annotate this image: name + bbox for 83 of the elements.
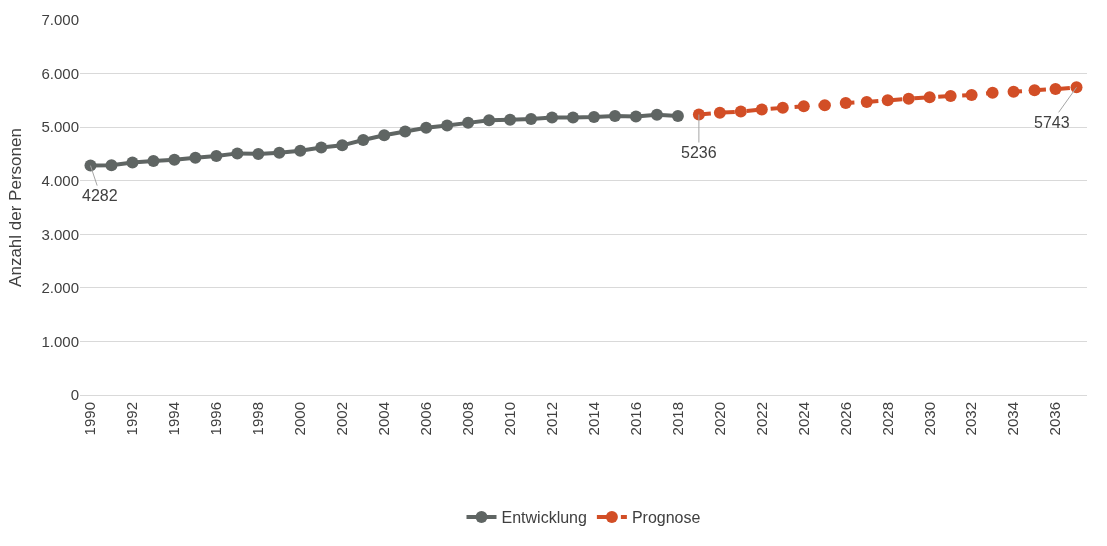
point <box>797 100 810 113</box>
point <box>629 110 642 123</box>
point <box>315 141 328 154</box>
x-tick-label: 1992 <box>123 402 141 436</box>
point <box>336 139 349 152</box>
x-tick-label: 1994 <box>165 402 183 436</box>
y-tick-label: 2.000 <box>41 279 79 297</box>
x-tick-label: 2026 <box>836 402 854 436</box>
annotation: 5743 <box>1034 114 1070 131</box>
point <box>860 95 873 108</box>
y-tick-label: 4.000 <box>41 171 79 189</box>
x-tick-label: 2008 <box>458 402 476 436</box>
point <box>126 156 139 169</box>
point <box>147 154 160 167</box>
point <box>441 119 454 132</box>
point <box>210 150 223 163</box>
point <box>776 101 789 114</box>
point <box>252 147 265 160</box>
y-tick-label: 0 <box>70 386 79 404</box>
x-tick-label: 1990 <box>81 402 99 436</box>
point <box>273 146 286 159</box>
point <box>1028 84 1041 97</box>
x-tick-label: 2020 <box>710 402 728 436</box>
point <box>546 111 559 124</box>
x-tick-label: 2028 <box>878 402 896 436</box>
point <box>671 109 684 122</box>
x-tick-label: 2014 <box>584 402 602 436</box>
point <box>1049 83 1062 96</box>
point <box>650 108 663 121</box>
point <box>818 99 831 112</box>
x-tick-label: 2022 <box>752 402 770 436</box>
x-tick-label: 2032 <box>962 402 980 436</box>
y-axis-title: Anzahl der Personen <box>6 128 25 287</box>
point <box>944 90 957 103</box>
point <box>189 151 202 164</box>
point <box>357 134 370 146</box>
point <box>231 147 244 160</box>
x-tick-label: 2002 <box>333 402 351 436</box>
x-tick-label: 2010 <box>500 402 518 436</box>
x-tick-label: 2018 <box>668 402 686 436</box>
y-tick-label: 1.000 <box>41 332 79 350</box>
y-tick-label: 7.000 <box>41 11 79 29</box>
point <box>420 121 433 134</box>
point <box>168 153 181 166</box>
point <box>504 113 517 126</box>
x-tick-label: 2034 <box>1004 402 1022 436</box>
point <box>483 114 496 127</box>
point <box>965 89 978 101</box>
point <box>608 109 621 122</box>
point <box>462 116 475 129</box>
point <box>588 110 600 123</box>
x-tick-label: 2016 <box>626 402 644 436</box>
x-tick-label: 2024 <box>794 402 812 436</box>
point <box>881 94 894 107</box>
annotation: 5236 <box>681 144 717 161</box>
x-tick-label: 2012 <box>542 402 560 436</box>
y-tick-label: 5.000 <box>41 118 79 136</box>
point <box>839 97 852 110</box>
point <box>755 103 768 116</box>
y-tick-label: 6.000 <box>41 64 79 82</box>
x-tick-label: 1996 <box>207 402 225 436</box>
point <box>1007 85 1020 98</box>
point <box>713 106 726 119</box>
point <box>525 113 538 126</box>
point <box>986 86 999 99</box>
x-tick-label: 1998 <box>249 402 267 436</box>
x-tick-label: 2030 <box>920 402 938 436</box>
point <box>734 105 747 118</box>
y-tick-label: 3.000 <box>41 225 79 243</box>
point <box>399 125 412 138</box>
point <box>902 92 915 105</box>
legend-label: Entwicklung <box>501 509 587 527</box>
x-tick-label: 2036 <box>1046 402 1064 436</box>
legend-label: Prognose <box>631 509 701 527</box>
annotation: 4282 <box>82 187 118 204</box>
x-tick-label: 2006 <box>417 402 435 436</box>
point <box>294 144 307 157</box>
point <box>567 111 580 124</box>
point <box>105 159 118 172</box>
x-tick-label: 2004 <box>375 402 393 436</box>
x-tick-label: 2000 <box>291 402 309 436</box>
point <box>923 91 936 104</box>
point <box>378 129 391 142</box>
